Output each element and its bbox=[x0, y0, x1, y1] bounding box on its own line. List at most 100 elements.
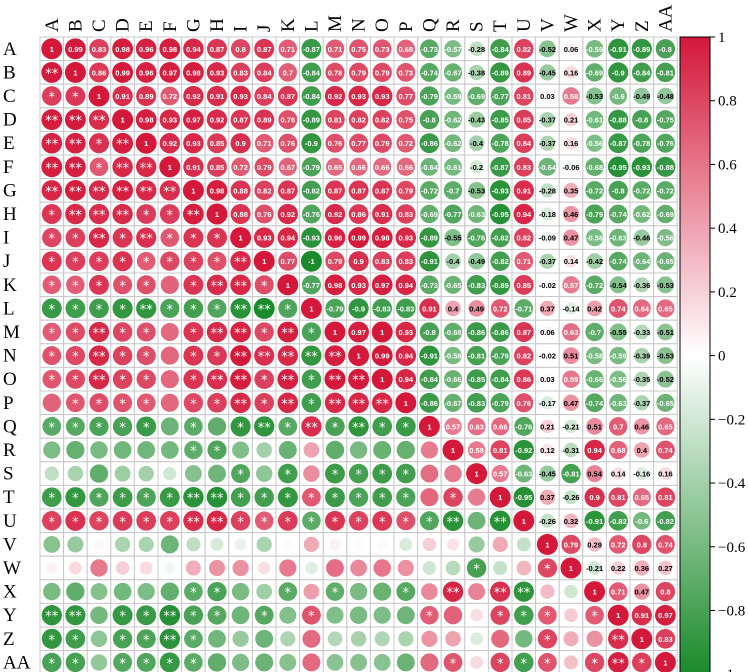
correlation-circle-k-v bbox=[541, 279, 553, 291]
correlation-value-label: -0.84 bbox=[492, 45, 510, 54]
correlation-circle-a-t bbox=[490, 38, 511, 59]
correlation-value-label: -0.45 bbox=[539, 470, 556, 479]
correlation-circle-r-t bbox=[490, 440, 510, 460]
correlation-value-label: 0.87 bbox=[351, 186, 366, 195]
significance-marker: * bbox=[143, 492, 150, 507]
correlation-value-label: 0.89 bbox=[139, 92, 154, 101]
correlation-value-label: -0.69 bbox=[444, 328, 461, 337]
correlation-circle-q-h bbox=[207, 417, 227, 436]
correlation-circle-i-x bbox=[585, 228, 604, 247]
significance-marker: * bbox=[261, 515, 268, 530]
correlation-value-label: -0.52 bbox=[539, 45, 556, 54]
correlation-circle-r-p bbox=[396, 440, 415, 460]
significance-marker: ** bbox=[352, 374, 366, 389]
correlation-circle-m-aa bbox=[657, 323, 674, 341]
correlation-value-label: -0.66 bbox=[586, 375, 603, 384]
correlation-circle-y-u bbox=[514, 605, 534, 625]
correlation-circle-s-k bbox=[277, 463, 298, 484]
row-label-s: S bbox=[3, 464, 14, 485]
correlation-value-label: -0.76 bbox=[515, 422, 532, 431]
correlation-circle-w-g bbox=[185, 560, 201, 576]
column-label-j: J bbox=[254, 25, 275, 32]
significance-marker: * bbox=[49, 303, 56, 318]
significance-marker: * bbox=[72, 327, 79, 342]
correlation-value-label: -0.93 bbox=[492, 186, 509, 195]
correlation-circle-l-o bbox=[372, 298, 393, 319]
column-label-aa: AA bbox=[655, 4, 676, 32]
correlation-value-label: 1 bbox=[569, 564, 573, 573]
significance-marker: ** bbox=[93, 209, 107, 224]
correlation-value-label: 1 bbox=[427, 422, 431, 431]
correlation-value-label: -0.74 bbox=[610, 210, 628, 219]
correlation-circle-w-j bbox=[257, 561, 271, 575]
correlation-value-label: -0.71 bbox=[515, 304, 532, 313]
correlation-circle-b-z bbox=[631, 62, 652, 83]
correlation-circle-m-d bbox=[112, 322, 133, 342]
correlation-circle-c-e bbox=[136, 85, 157, 107]
correlation-circle-aa-w bbox=[563, 655, 579, 670]
correlation-circle-k-y bbox=[609, 276, 627, 294]
correlation-circle-o-g bbox=[183, 369, 204, 390]
correlation-circle-aa-e bbox=[136, 652, 156, 672]
correlation-circle-aa-h bbox=[207, 653, 227, 672]
correlation-circle-p-d bbox=[113, 393, 133, 413]
correlation-circle-j-a bbox=[41, 251, 62, 272]
correlation-circle-l-s bbox=[468, 300, 485, 317]
correlation-circle-m-l bbox=[301, 322, 322, 342]
correlation-circle-h-q bbox=[420, 204, 439, 224]
correlation-value-label: 0.86 bbox=[351, 210, 366, 219]
correlation-circle-g-f bbox=[159, 180, 180, 201]
significance-marker: * bbox=[403, 515, 410, 530]
correlation-circle-n-f bbox=[160, 346, 179, 365]
row-label-c: C bbox=[3, 86, 16, 107]
correlation-circle-j-q bbox=[419, 251, 440, 272]
correlation-circle-o-e bbox=[136, 369, 156, 389]
correlation-value-label: 0.97 bbox=[375, 281, 390, 290]
correlation-value-label: -0.37 bbox=[633, 399, 650, 408]
correlation-circle-y-c bbox=[90, 606, 108, 624]
correlation-circle-b-t bbox=[490, 62, 511, 83]
color-scale-tick-label: 0.8 bbox=[718, 94, 737, 110]
correlation-circle-y-z bbox=[631, 605, 652, 626]
correlation-circle-v-e bbox=[138, 536, 154, 553]
correlation-circle-l-h bbox=[207, 298, 227, 318]
correlation-value-label: -0.53 bbox=[657, 281, 674, 290]
correlation-value-label: 0.16 bbox=[564, 139, 579, 148]
column-label-n: N bbox=[349, 18, 370, 32]
significance-marker: * bbox=[143, 374, 150, 389]
significance-marker: * bbox=[237, 515, 244, 530]
correlation-value-label: 0.91 bbox=[186, 163, 201, 172]
correlation-circle-f-h bbox=[207, 156, 227, 177]
correlation-circle-b-i bbox=[230, 62, 251, 83]
correlation-circle-j-o bbox=[372, 251, 393, 272]
correlation-circle-c-f bbox=[160, 86, 180, 106]
correlation-circle-g-y bbox=[608, 180, 628, 201]
correlation-circle-o-r bbox=[443, 370, 463, 389]
correlation-circle-o-y bbox=[609, 370, 627, 388]
correlation-value-label: 0.65 bbox=[634, 493, 649, 502]
correlation-circle-n-k bbox=[277, 345, 299, 366]
correlation-circle-k-n bbox=[348, 274, 369, 296]
correlation-value-label: 0.57 bbox=[564, 281, 579, 290]
significance-marker: ** bbox=[140, 185, 154, 200]
correlation-circle-e-p bbox=[396, 133, 416, 153]
correlation-circle-b-n bbox=[348, 62, 369, 83]
correlation-circle-v-v bbox=[536, 533, 558, 555]
correlation-value-label: -0.9 bbox=[612, 68, 625, 77]
correlation-value-label: 1 bbox=[522, 517, 526, 526]
correlation-circle-s-f bbox=[163, 466, 177, 481]
correlation-value-label: 0.98 bbox=[210, 186, 225, 195]
column-label-h: H bbox=[207, 18, 228, 32]
row-label-e: E bbox=[3, 133, 15, 154]
correlation-value-label: 0.92 bbox=[210, 116, 225, 125]
correlation-value-label: 0.59 bbox=[564, 375, 579, 384]
correlation-value-label: 0.87 bbox=[516, 328, 531, 337]
correlation-circle-q-q bbox=[418, 415, 440, 437]
significance-marker: * bbox=[72, 657, 79, 672]
correlation-circle-c-o bbox=[371, 85, 393, 107]
correlation-value-label: 0.16 bbox=[658, 470, 673, 479]
column-labels: A B C D E F G H I J K L M N O P Q R S T U V W X Y Z AA bbox=[42, 4, 677, 32]
correlation-circle-u-aa bbox=[655, 511, 676, 531]
correlation-value-label: 0.51 bbox=[587, 422, 602, 431]
correlation-circle-m-x bbox=[585, 322, 604, 342]
